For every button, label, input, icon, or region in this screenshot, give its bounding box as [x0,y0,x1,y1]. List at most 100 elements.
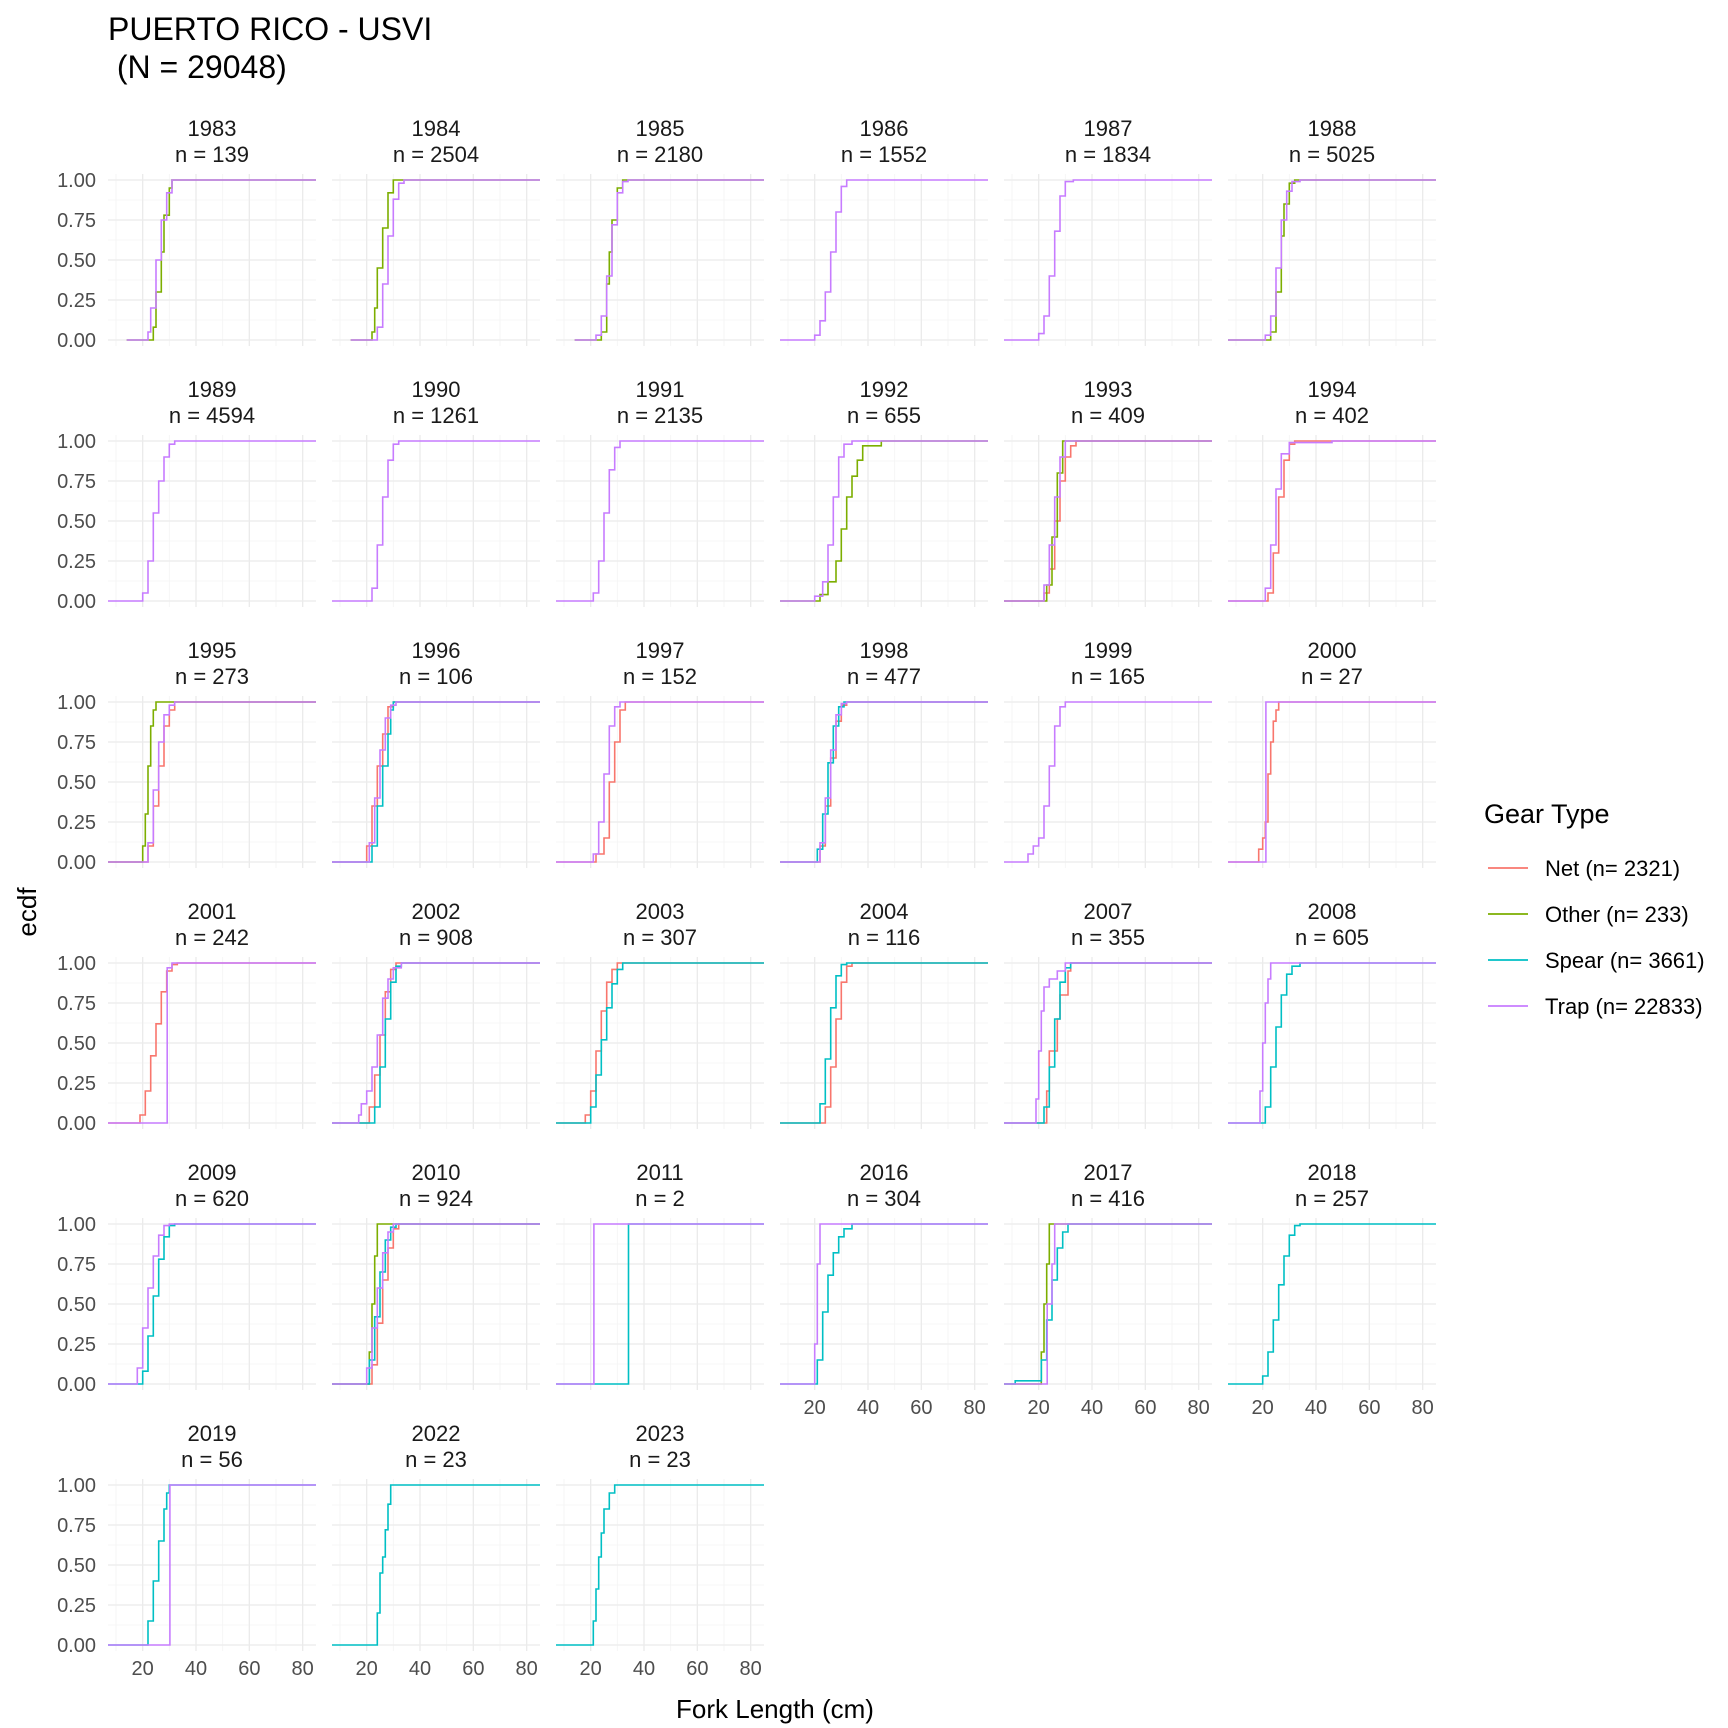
facet-n-label: n = 924 [399,1186,473,1211]
x-tick-label: 20 [804,1397,826,1419]
ecdf-line-spear [780,701,988,863]
y-tick-label: 0.25 [57,551,96,573]
facet-year-label: 2008 [1308,899,1357,924]
ecdf-line-net [332,701,540,863]
x-tick-label: 40 [409,1658,431,1680]
x-tick-label: 80 [1188,1397,1210,1419]
facet-year-label: 1990 [412,377,461,402]
facet-n-label: n = 257 [1295,1186,1369,1211]
y-tick-label: 0.25 [57,812,96,834]
facet-year-label: 1998 [860,638,909,663]
ecdf-line-trap [1004,701,1212,863]
facet-n-label: n = 242 [175,925,249,950]
facet-year-label: 1987 [1084,116,1133,141]
facet-year-label: 2003 [636,899,685,924]
y-tick-label: 0.50 [57,1555,96,1577]
ecdf-line-trap [1004,1223,1212,1385]
ecdf-line-trap [126,179,316,341]
facet-year-label: 2019 [188,1421,237,1446]
y-tick-label: 1.00 [57,170,96,192]
ecdf-line-spear [332,1484,540,1646]
ecdf-line-spear [332,962,540,1124]
facet-year-label: 2023 [636,1421,685,1446]
facet-year-label: 1994 [1308,377,1357,402]
facet-n-label: n = 116 [848,925,920,950]
x-tick-label: 80 [964,1397,986,1419]
facet-year-label: 1997 [636,638,685,663]
x-tick-label: 20 [356,1658,378,1680]
ecdf-line-trap [556,1223,764,1385]
facet-year-label: 1985 [636,116,685,141]
ecdf-line-trap [1004,962,1212,1124]
y-tick-label: 0.00 [57,591,96,613]
facet-year-label: 2001 [188,899,237,924]
facet-year-label: 2010 [412,1160,461,1185]
facet-year-label: 2002 [412,899,461,924]
ecdf-line-trap [108,962,316,1124]
ecdf-line-spear [332,701,540,863]
y-axis-title: ecdf [12,887,42,937]
ecdf-line-net [1228,701,1436,863]
ecdf-line-net [780,962,988,1124]
y-tick-label: 1.00 [57,953,96,975]
y-tick-label: 1.00 [57,692,96,714]
ecdf-line-trap [556,440,764,602]
ecdf-line-trap [108,1223,316,1385]
y-tick-label: 0.50 [57,511,96,533]
facet-n-label: n = 139 [175,142,249,167]
x-tick-label: 20 [1028,1397,1050,1419]
x-axis-title: Fork Length (cm) [676,1694,874,1724]
x-tick-label: 80 [740,1658,762,1680]
x-tick-label: 60 [910,1397,932,1419]
ecdf-line-spear [780,962,988,1124]
ecdf-line-spear [1004,1223,1212,1385]
y-tick-label: 0.50 [57,250,96,272]
facet-year-label: 2011 [636,1160,683,1185]
ecdf-line-other [1004,440,1212,602]
y-tick-label: 0.25 [57,1595,96,1617]
ecdf-line-spear [1228,962,1436,1124]
facet-n-label: n = 655 [847,403,921,428]
facet-year-label: 1984 [412,116,461,141]
y-tick-label: 0.75 [57,1254,96,1276]
ecdf-line-trap [350,179,540,341]
facet-year-label: 2009 [188,1160,237,1185]
x-tick-label: 40 [1081,1397,1103,1419]
facet-n-label: n = 56 [181,1447,243,1472]
x-tick-label: 60 [1134,1397,1156,1419]
legend-label-net: Net (n= 2321) [1545,856,1680,881]
facet-year-label: 1996 [412,638,461,663]
ecdf-line-trap [574,179,764,341]
x-tick-label: 80 [516,1658,538,1680]
ecdf-line-trap [1004,179,1212,341]
y-tick-label: 1.00 [57,431,96,453]
ecdf-line-trap [1228,440,1436,602]
facet-n-label: n = 165 [1071,664,1145,689]
facet-year-label: 1993 [1084,377,1133,402]
facet-year-label: 1992 [860,377,909,402]
ecdf-line-other [108,701,316,863]
y-tick-label: 0.50 [57,1033,96,1055]
y-tick-label: 0.00 [57,1374,96,1396]
ecdf-line-trap [780,179,988,341]
x-tick-label: 80 [292,1658,314,1680]
facet-n-label: n = 409 [1071,403,1145,428]
x-tick-label: 40 [857,1397,879,1419]
ecdf-line-trap [1004,440,1212,602]
y-tick-label: 0.00 [57,330,96,352]
ecdf-line-trap [108,440,316,602]
ecdf-line-trap [332,701,540,863]
